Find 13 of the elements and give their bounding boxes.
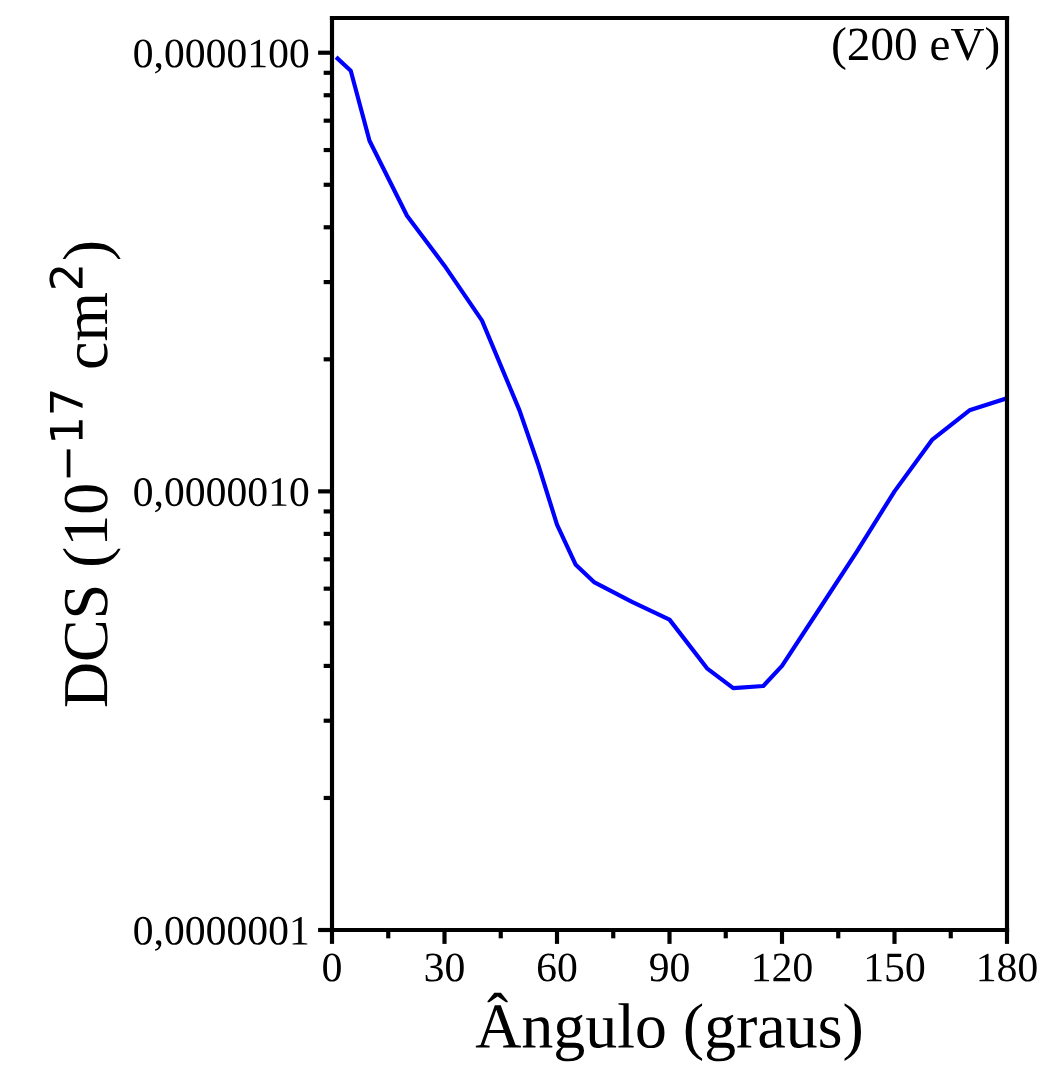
x-tick-label: 120 [754, 953, 812, 982]
y-tick-label: 0,0000010 [134, 478, 309, 513]
x-tick-label: 150 [866, 953, 925, 982]
y-axis-title: DCS (10$^{−17}$ cm$^{2}$) [49, 242, 121, 707]
x-tick-label: 90 [650, 953, 689, 982]
x-axis-title: Ângulo (graus) [475, 992, 861, 1062]
annotation: (200 eV) [833, 27, 999, 70]
x-tick-label: 180 [979, 953, 1037, 982]
y-tick-label: 0,0000100 [134, 39, 309, 74]
x-tick-label: 60 [537, 953, 577, 982]
x-tick-label: 30 [425, 953, 464, 982]
x-tick-label: 0 [323, 953, 341, 982]
y-tick-label: 0,0000001 [134, 916, 308, 951]
